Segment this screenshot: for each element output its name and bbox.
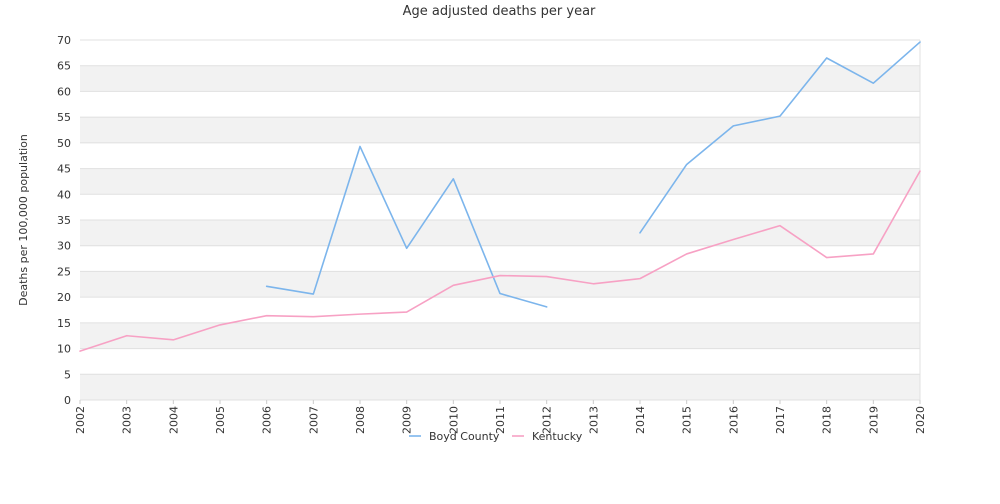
data-point — [824, 56, 829, 61]
data-point — [171, 337, 176, 342]
grid-band — [80, 348, 920, 375]
y-tick-label: 25 — [57, 265, 71, 278]
grid-band — [80, 91, 920, 118]
series-line-segment — [639, 41, 921, 234]
y-tick-label: 0 — [64, 394, 71, 407]
x-tick-label: 2009 — [401, 406, 414, 434]
x-tick-label: 2015 — [681, 406, 694, 434]
data-point — [451, 283, 456, 288]
series-line-0 — [264, 40, 923, 309]
data-point — [778, 223, 783, 228]
data-point — [918, 169, 923, 174]
y-tick-label: 15 — [57, 317, 71, 330]
y-gridlines — [80, 39, 921, 401]
y-axis-ticks: 0 5 10 15 20 25 30 35 40 45 50 55 60 65 70 — [57, 34, 71, 407]
data-point — [264, 313, 269, 318]
series-line-segment — [79, 170, 921, 352]
x-tick-label: 2003 — [121, 406, 134, 434]
grid-band — [80, 374, 920, 400]
grid-band — [80, 220, 920, 246]
y-tick-label: 70 — [57, 34, 71, 47]
data-point — [124, 333, 129, 338]
legend-label: Boyd County — [429, 430, 500, 443]
x-tick-label: 2007 — [307, 406, 320, 434]
data-point — [311, 314, 316, 319]
data-point — [684, 162, 689, 167]
grid-band — [80, 142, 920, 169]
y-tick-label: 65 — [57, 60, 71, 73]
data-point — [638, 276, 643, 281]
data-point — [544, 274, 549, 279]
x-tick-label: 2011 — [494, 406, 507, 434]
x-tick-label: 2019 — [867, 406, 880, 434]
data-point — [871, 81, 876, 86]
data-point — [358, 144, 363, 149]
series-lines — [78, 40, 923, 354]
x-tick-label: 2006 — [261, 406, 274, 434]
data-point — [731, 237, 736, 242]
legend-item[interactable]: Boyd County — [409, 430, 500, 443]
x-tick-label: 2014 — [634, 406, 647, 434]
data-point — [451, 176, 456, 181]
data-point — [591, 281, 596, 286]
data-point — [78, 349, 83, 354]
x-tick-label: 2017 — [774, 406, 787, 434]
series-line-segment — [265, 145, 548, 308]
grid-band — [80, 194, 920, 220]
grid-band — [80, 117, 920, 143]
y-tick-label: 20 — [57, 291, 71, 304]
y-tick-label: 45 — [57, 163, 71, 176]
x-tick-label: 2012 — [541, 406, 554, 434]
y-tick-label: 10 — [57, 343, 71, 356]
data-point — [824, 255, 829, 260]
data-point — [358, 312, 363, 317]
grid-band — [80, 245, 920, 272]
data-point — [264, 284, 269, 289]
x-axis-ticks: 2002 2003 2004 2005 2006 2007 2008 2009 2010 2011… — [74, 400, 927, 434]
data-point — [684, 251, 689, 256]
data-point — [871, 251, 876, 256]
data-point — [498, 273, 503, 278]
x-tick-label: 2005 — [214, 406, 227, 434]
data-point — [404, 246, 409, 251]
y-axis-label: Deaths per 100,000 population — [17, 134, 30, 306]
x-tick-label: 2002 — [74, 406, 87, 434]
data-point — [778, 114, 783, 119]
grid-band — [80, 65, 920, 92]
data-point — [918, 40, 923, 45]
x-tick-label: 2004 — [167, 406, 180, 434]
y-tick-label: 50 — [57, 137, 71, 150]
x-tick-label: 2016 — [727, 406, 740, 434]
x-tick-label: 2013 — [587, 406, 600, 434]
grid-band — [80, 40, 920, 66]
data-point — [218, 322, 223, 327]
legend-item[interactable]: Kentucky — [512, 430, 583, 443]
data-point — [544, 304, 549, 309]
y-tick-label: 55 — [57, 111, 71, 124]
data-point — [498, 291, 503, 296]
data-point — [311, 292, 316, 297]
x-tick-label: 2008 — [354, 406, 367, 434]
y-tick-label: 5 — [64, 368, 71, 381]
x-tick-label: 2010 — [447, 406, 460, 434]
data-point — [731, 123, 736, 128]
data-point — [404, 310, 409, 315]
legend-label: Kentucky — [532, 430, 583, 443]
chart-title: Age adjusted deaths per year — [403, 4, 596, 19]
grid-band — [80, 168, 920, 195]
y-tick-label: 35 — [57, 214, 71, 227]
y-tick-label: 60 — [57, 85, 71, 98]
x-tick-label: 2020 — [914, 406, 927, 434]
grid-band — [80, 297, 920, 323]
y-tick-label: 40 — [57, 188, 71, 201]
legend: Boyd County Kentucky — [409, 430, 583, 443]
data-point — [638, 230, 643, 235]
y-tick-label: 30 — [57, 240, 71, 253]
series-line-1 — [78, 169, 923, 354]
x-tick-label: 2018 — [821, 406, 834, 434]
grid-band — [80, 322, 920, 349]
